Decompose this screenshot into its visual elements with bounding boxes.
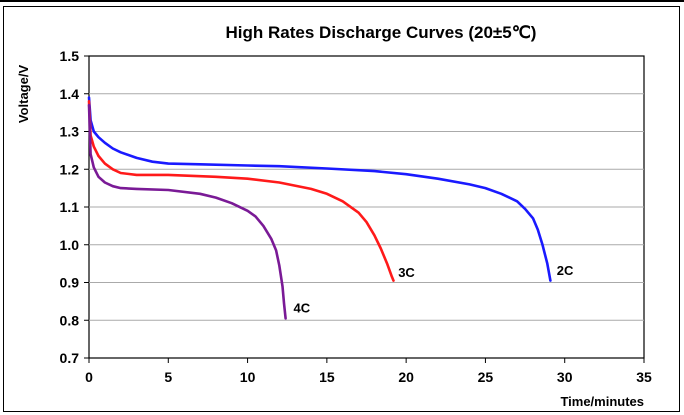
y-tick-label: 1.0 [60, 237, 80, 253]
gridlines [89, 93, 644, 321]
x-tick-label: 10 [240, 369, 256, 385]
y-tick-label: 0.7 [60, 350, 80, 366]
y-axis-label: Voltage/V [16, 65, 31, 124]
x-tick-label: 5 [164, 369, 172, 385]
x-tick-label: 35 [636, 369, 652, 385]
y-tick-label: 1.4 [60, 86, 80, 102]
y-tick-label: 0.9 [60, 275, 80, 291]
x-axis-ticks: 0 5 10 15 20 25 30 35 [85, 358, 652, 385]
y-tick-label: 0.8 [60, 312, 80, 328]
chart-title: High Rates Discharge Curves (20±5℃) [226, 23, 537, 42]
x-axis-label: Time/minutes [560, 394, 644, 409]
x-tick-label: 20 [398, 369, 414, 385]
x-tick-label: 0 [85, 369, 93, 385]
series-labels: 2C 3C 4C [294, 263, 574, 316]
x-tick-label: 15 [319, 369, 335, 385]
series-line-2c [87, 96, 552, 282]
series-label-4c: 4C [294, 301, 311, 316]
y-axis-ticks: 0.7 0.8 0.9 1.0 1.1 1.2 1.3 1.4 1.5 [60, 48, 89, 366]
series-lines [87, 96, 552, 320]
y-tick-label: 1.5 [60, 48, 80, 64]
series-label-2c: 2C [557, 263, 574, 278]
top-border-line [0, 0, 684, 2]
x-tick-label: 30 [557, 369, 573, 385]
y-tick-label: 1.2 [60, 161, 80, 177]
x-tick-label: 25 [478, 369, 494, 385]
y-tick-label: 1.3 [60, 124, 80, 140]
series-label-3c: 3C [398, 265, 415, 280]
series-line-4c [87, 103, 287, 320]
series-line-3c [87, 100, 395, 282]
y-tick-label: 1.1 [60, 199, 80, 215]
plot-area: 0 5 10 15 20 25 30 35 0.7 0.8 0.9 1.0 1.1 1.2 1.3 1.4 1… [60, 48, 652, 385]
